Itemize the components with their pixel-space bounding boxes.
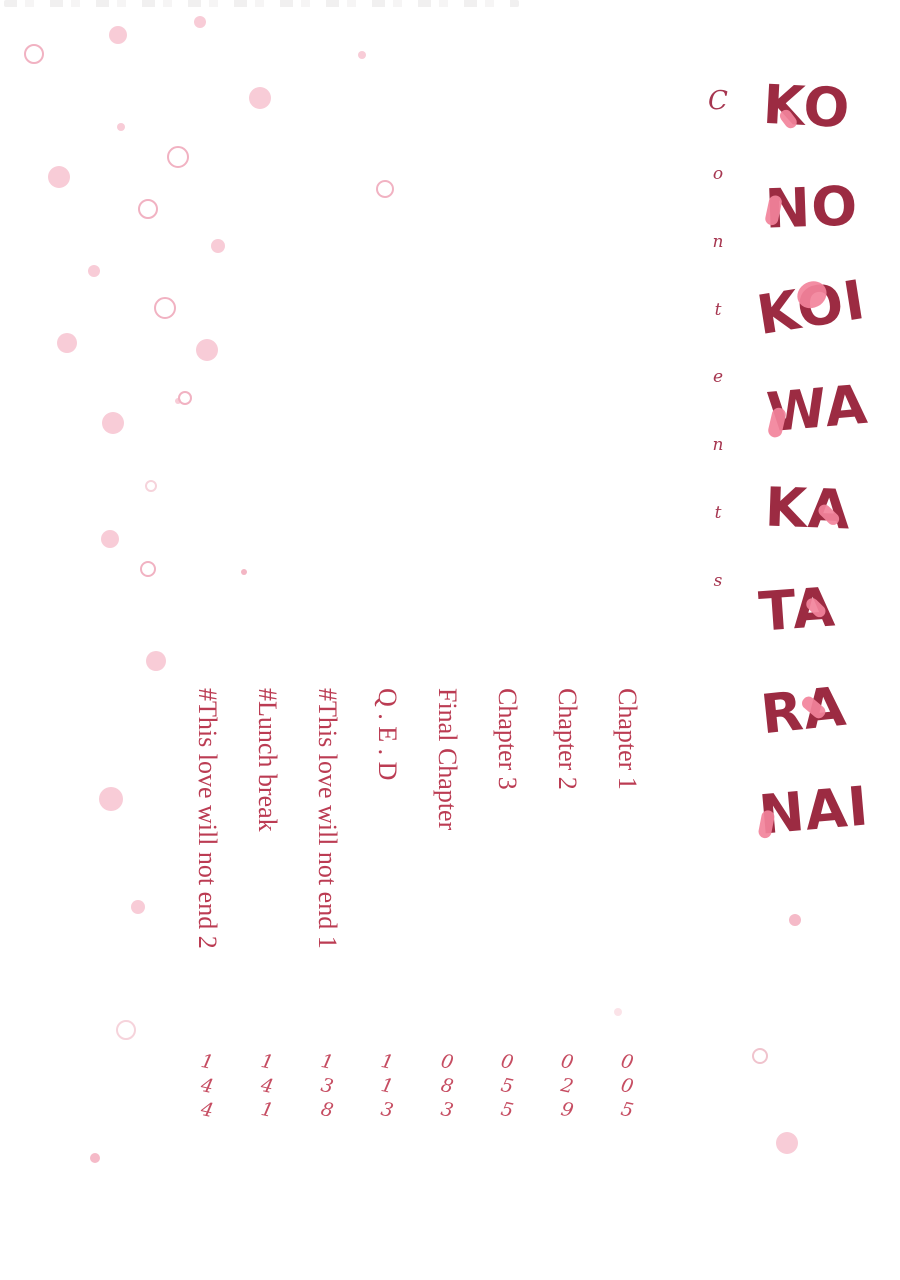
decor-dot [194,16,206,28]
page-number-digit: 0 [558,1049,576,1075]
toc-entry-label: #This love will not end 2 [193,688,222,949]
decor-dot [57,333,77,353]
page-number-digit: 1 [198,1049,216,1075]
title-letters: KA [763,475,852,542]
title-letter-group: WA [764,373,870,445]
page-number-digit: 3 [378,1097,396,1123]
page-number-digit: 5 [498,1073,516,1099]
title-letter-group: KA [764,476,852,542]
title-letters: RA [757,674,850,746]
decor-dot [146,651,166,671]
page-number-digit: 8 [438,1073,456,1099]
page-number-digit: 1 [318,1049,336,1075]
decor-dot [145,480,157,492]
page-number-digit: 9 [558,1097,576,1123]
decor-dot [140,561,156,577]
page-number-digit: 2 [558,1073,576,1099]
contents-letter: n [712,435,724,456]
decor-dot [102,412,124,434]
decor-dot [211,239,225,253]
decor-dot [24,44,44,64]
decor-dot [752,1048,768,1064]
title-letters: NAI [756,774,872,847]
decor-dot [138,199,158,219]
toc-entry-label: Chapter 2 [553,688,582,790]
page-number-digit: 1 [258,1097,276,1123]
decor-dot [167,146,189,168]
toc-entry-label: Q . E . D [373,688,402,781]
page-number-digit: 5 [498,1097,516,1123]
decor-dot [776,1132,798,1154]
title-letter-group: RA [758,674,849,746]
page-number-digit: 0 [618,1049,636,1075]
page-number-digit: 0 [618,1073,636,1099]
toc-entry-label: Final Chapter [433,688,462,831]
contents-letter: o [712,163,724,184]
page-number-digit: 4 [198,1073,216,1099]
decor-dot [88,265,100,277]
decor-dot [249,87,271,109]
toc-entry-label: Chapter 3 [493,688,522,790]
decor-dot [48,166,70,188]
decor-dot [376,180,394,198]
page-number-digit: 5 [618,1097,636,1123]
page-number-digit: 4 [198,1097,216,1123]
toc-entry-label: #Lunch break [253,688,282,832]
decor-dot [99,787,123,811]
page-number-digit: 1 [378,1073,396,1099]
contents-letter: e [712,367,724,388]
decor-dot [109,26,127,44]
decor-dot [101,530,119,548]
page-number-digit: 3 [318,1073,336,1099]
decor-dot [789,914,801,926]
title-letter-group: KOI [753,268,870,347]
decor-dot [131,900,145,914]
decor-dot [154,297,176,319]
page-number-digit: 1 [378,1049,396,1075]
page-number-digit: 4 [258,1073,276,1099]
contents-letter: t [714,503,722,524]
decor-dot [358,51,366,59]
decor-dot [116,1020,136,1040]
decor-dot [614,1008,622,1016]
contents-letter: t [714,299,722,320]
title-letter-group: TA [757,575,838,643]
toc-entry-label: Chapter 1 [613,688,642,790]
contents-letter: s [713,570,723,591]
page-number-digit: 0 [498,1049,516,1075]
top-edge-print-artifact [4,0,519,7]
title-letters: KO [761,72,852,141]
page-number-digit: 0 [438,1049,456,1075]
title-letter-group: NAI [756,775,871,847]
contents-letter: C [708,86,728,116]
title-letter-group: NO [764,174,859,240]
contents-letter: n [712,231,724,252]
title-letter-group: KO [761,73,852,140]
page-number-digit: 8 [318,1097,336,1123]
toc-entry-label: #This love will not end 1 [313,688,342,949]
page-number-digit: 3 [438,1097,456,1123]
page-number-digit: 1 [258,1049,276,1075]
decor-dot [196,339,218,361]
decor-dot [178,391,192,405]
decor-dot [117,123,125,131]
decor-dot [241,569,247,575]
decor-dot [90,1153,100,1163]
